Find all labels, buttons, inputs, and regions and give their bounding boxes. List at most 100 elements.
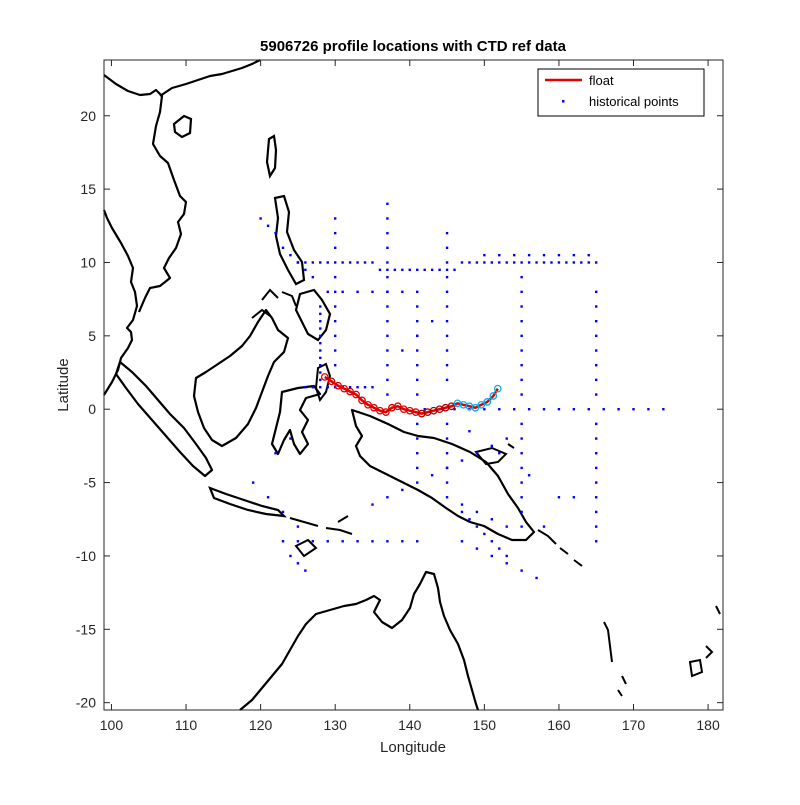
historical-point (319, 386, 322, 389)
historical-point (445, 437, 449, 440)
historical-point (251, 481, 255, 484)
y-tick-label: -15 (76, 621, 96, 637)
float-profile-marker (382, 408, 390, 416)
historical-point (363, 261, 367, 264)
x-tick-label: 180 (696, 717, 720, 733)
historical-point (505, 525, 508, 528)
x-tick-label: 100 (100, 717, 124, 733)
historical-point (416, 363, 419, 367)
x-tick-label: 130 (324, 717, 348, 733)
historical-point (520, 349, 523, 352)
historical-point (416, 422, 419, 426)
historical-point (520, 569, 523, 572)
x-tick-label: 150 (473, 717, 497, 733)
historical-point (401, 349, 404, 352)
historical-point (401, 488, 404, 492)
historical-point (386, 349, 389, 352)
historical-point (319, 363, 322, 367)
coastline-hainan (172, 114, 193, 139)
historical-point (386, 378, 389, 382)
historical-point (662, 408, 665, 411)
historical-point (356, 540, 359, 543)
legend-historical-swatch (562, 100, 565, 103)
historical-point (483, 253, 486, 257)
historical-point (430, 268, 434, 272)
float-profile-marker (489, 392, 498, 400)
historical-point (475, 261, 479, 264)
float-track-layer (320, 373, 502, 418)
historical-point (490, 554, 494, 558)
coastline-mindanao (294, 288, 332, 342)
historical-point (595, 334, 598, 338)
historical-point (572, 408, 576, 411)
historical-point (401, 540, 404, 543)
historical-point (542, 253, 546, 257)
historical-point (445, 334, 449, 338)
legend: float historical points (537, 68, 705, 117)
float-profile-marker (327, 377, 336, 386)
coastline-sulawesi (270, 384, 322, 456)
historical-point (557, 496, 561, 499)
historical-point (289, 554, 292, 558)
historical-point (468, 518, 471, 521)
historical-point (319, 312, 322, 316)
historical-point (319, 356, 322, 360)
y-tick-label: 5 (88, 328, 96, 344)
float-profile-marker (447, 402, 456, 411)
historical-point (490, 540, 494, 543)
historical-point (333, 319, 337, 323)
historical-point (408, 268, 411, 272)
historical-point (371, 503, 374, 506)
historical-point (595, 452, 598, 455)
float-profile-marker (346, 387, 354, 396)
historical-point (386, 290, 389, 294)
historical-point (326, 290, 329, 294)
historical-point (520, 393, 523, 396)
x-axis-label: Longitude (380, 739, 446, 756)
historical-point (460, 261, 464, 264)
historical-point (460, 503, 464, 506)
y-tick-label: 15 (80, 181, 96, 197)
historical-point (445, 305, 449, 308)
historical-point (311, 261, 315, 264)
historical-point (520, 305, 523, 308)
float-profile-marker (393, 402, 402, 411)
y-tick-label: 0 (88, 401, 96, 417)
historical-point (445, 290, 449, 294)
historical-point (289, 253, 292, 257)
coastline-australia (239, 570, 480, 711)
historical-point (475, 510, 479, 514)
float-profile-marker (493, 384, 502, 393)
float-profile-marker (334, 381, 343, 390)
historical-point (445, 363, 449, 367)
historical-point (595, 510, 598, 514)
historical-point (333, 246, 337, 250)
chart-title: 5906726 profile locations with CTD ref d… (260, 38, 567, 55)
historical-point (520, 452, 523, 455)
historical-point (617, 408, 620, 411)
historical-point (445, 422, 449, 426)
plot-area (104, 60, 723, 710)
historical-point (363, 386, 367, 389)
coastline-java (208, 486, 287, 518)
float-profile-marker (483, 398, 492, 406)
float-profile-marker (340, 384, 348, 393)
historical-point (557, 408, 561, 411)
y-tick-label: 20 (80, 108, 96, 124)
float-profile-marker (370, 403, 378, 412)
float-profile-marker (352, 390, 360, 399)
historical-point (572, 261, 576, 264)
legend-historical-label: historical points (589, 94, 679, 109)
historical-point (445, 275, 449, 279)
x-tick-label: 160 (547, 717, 571, 733)
historical-point (386, 393, 389, 396)
historical-point (520, 496, 523, 499)
historical-point (259, 217, 262, 220)
historical-point (595, 496, 598, 499)
historical-point (333, 261, 337, 264)
historical-point (542, 261, 546, 264)
historical-point (333, 275, 337, 279)
historical-point (550, 261, 553, 264)
historical-point (595, 422, 598, 426)
